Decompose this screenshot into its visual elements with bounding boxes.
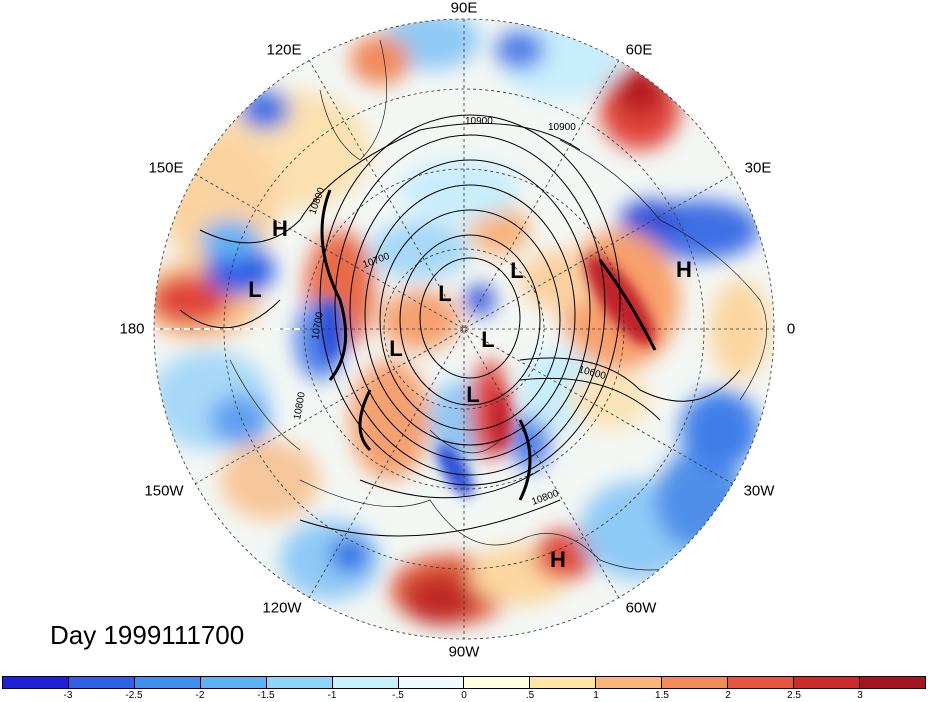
- day-label: Day 1999111700: [50, 620, 245, 650]
- lon-label-0: 0: [786, 320, 796, 338]
- colorbar-segment: [266, 677, 333, 688]
- colorbar-segment: [859, 677, 925, 688]
- lon-label-90e: 90E: [450, 0, 478, 17]
- colorbar-tick-label: -2.5: [125, 690, 143, 701]
- contour-label: 10900: [548, 122, 576, 133]
- colorbar-tick-labels: -3 -2.5 -2 -1.5 -1 -.5 0 .5 1 1.5 2 2.5 3: [2, 690, 926, 702]
- height-contours: [179, 114, 741, 537]
- low-center: L: [466, 382, 479, 407]
- low-center: L: [510, 258, 523, 283]
- lon-label-120e: 120E: [266, 41, 302, 59]
- lon-label-180: 180: [119, 320, 145, 338]
- colorbar-segment: [596, 677, 663, 688]
- pressure-centers: H H H L L L L L L: [248, 216, 692, 572]
- lon-label-150w: 150W: [144, 482, 184, 500]
- colorbar-tick-label: -1.5: [257, 690, 275, 701]
- low-center: L: [481, 327, 494, 352]
- colorbar: [2, 676, 926, 689]
- colorbar-tick-label: -2: [195, 690, 205, 701]
- low-center: L: [438, 281, 451, 306]
- colorbar-segment: [530, 677, 597, 688]
- low-center: L: [389, 336, 402, 361]
- colorbar-tick-label: 1.5: [655, 690, 669, 701]
- contour-label: 10800: [292, 391, 308, 421]
- colorbar-tick-label: -.5: [392, 690, 404, 701]
- colorbar-segment: [134, 677, 201, 688]
- colorbar-segment: [200, 677, 267, 688]
- lon-label-150e: 150E: [148, 159, 184, 177]
- colorbar-segment: [662, 677, 729, 688]
- colorbar-tick-label: 0: [461, 690, 467, 701]
- colorbar-segment: [3, 677, 69, 688]
- coastlines: [229, 39, 767, 571]
- colorbar-segment: [728, 677, 795, 688]
- contour-label: 10900: [465, 116, 493, 127]
- anomaly-field: [154, 19, 774, 639]
- lon-label-90w: 90W: [448, 643, 480, 661]
- low-center: L: [248, 277, 261, 302]
- colorbar-segment: [398, 677, 465, 688]
- high-center: H: [676, 257, 692, 282]
- jet-streaks: [320, 189, 657, 501]
- lon-label-60w: 60W: [625, 599, 657, 617]
- high-center: H: [272, 216, 288, 241]
- lon-label-30e: 30E: [744, 159, 772, 177]
- colorbar-segment: [332, 677, 399, 688]
- map-border: [153, 18, 775, 640]
- colorbar-tick-label: .5: [525, 690, 535, 701]
- contour-label: 10700: [310, 311, 326, 341]
- lon-label-30w: 30W: [743, 482, 775, 500]
- colorbar-segment: [794, 677, 860, 688]
- lon-label-60e: 60E: [625, 41, 653, 59]
- high-center: H: [550, 547, 566, 572]
- colorbar-tick-label: 2: [725, 690, 731, 701]
- colorbar-tick-label: 1: [593, 690, 599, 701]
- colorbar-tick-label: 2.5: [787, 690, 801, 701]
- colorbar-segment: [464, 677, 531, 688]
- lon-label-120w: 120W: [262, 599, 302, 617]
- colorbar-tick-label: -3: [63, 690, 73, 701]
- colorbar-tick-label: -1: [327, 690, 337, 701]
- colorbar-segment: [68, 677, 135, 688]
- colorbar-tick-label: 3: [857, 690, 863, 701]
